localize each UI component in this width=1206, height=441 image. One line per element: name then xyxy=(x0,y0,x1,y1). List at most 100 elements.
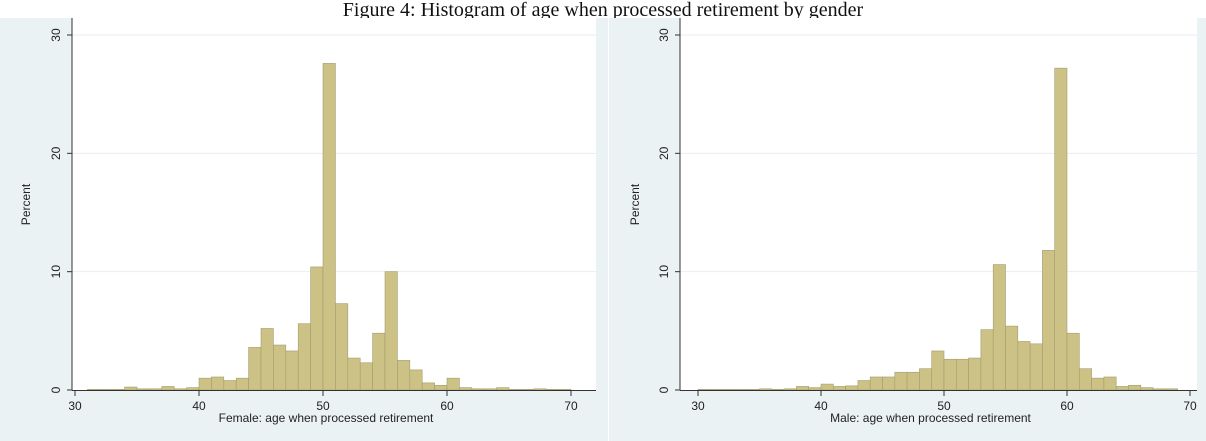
female-bar-42 xyxy=(223,380,237,391)
male-bar-62 xyxy=(1091,377,1105,391)
female-xtick-label-70: 70 xyxy=(564,399,578,413)
female-bar-35 xyxy=(136,388,150,391)
male-xtick-label-40: 40 xyxy=(814,399,828,413)
female-bar-41 xyxy=(211,376,225,391)
male-bar-35 xyxy=(759,388,773,391)
female-bar-55 xyxy=(384,271,398,391)
female-xtick-label-50: 50 xyxy=(316,399,330,413)
female-bar-46 xyxy=(273,344,287,391)
female-histogram-panel: 0 10 20 30 30 40 50 60 70 Female: age when proces… xyxy=(0,18,608,441)
female-bar-60 xyxy=(446,377,460,391)
female-bar-64 xyxy=(496,387,510,391)
female-bar-63 xyxy=(483,388,497,391)
female-bar-61 xyxy=(459,387,473,391)
female-bar-65 xyxy=(508,389,522,391)
female-bar-66 xyxy=(521,389,535,391)
female-bar-69 xyxy=(558,389,572,391)
female-bar-34 xyxy=(124,386,138,391)
male-bar-32 xyxy=(722,389,736,391)
male-ytick-label-30: 30 xyxy=(657,28,671,42)
male-bar-43 xyxy=(857,380,871,391)
male-ytick-label-20: 20 xyxy=(657,146,671,160)
female-histogram-chart: 0 10 20 30 30 40 50 60 70 Female: age when proces… xyxy=(0,18,608,441)
female-bar-31 xyxy=(87,389,101,391)
female-bar-68 xyxy=(545,389,559,391)
female-bar-37 xyxy=(161,386,175,391)
male-bar-36 xyxy=(771,389,785,391)
male-xtick-label-60: 60 xyxy=(1060,399,1074,413)
male-x-axis-title: Male: age when processed retirement xyxy=(830,411,1031,425)
male-xtick-label-70: 70 xyxy=(1183,399,1197,413)
male-ytick-label-0: 0 xyxy=(657,386,671,393)
male-bar-39 xyxy=(808,387,822,391)
female-bar-62 xyxy=(471,388,485,391)
male-bar-38 xyxy=(796,386,809,391)
female-bar-36 xyxy=(149,388,163,391)
male-bar-34 xyxy=(746,389,760,391)
female-bar-40 xyxy=(198,377,212,391)
male-bar-42 xyxy=(845,385,859,391)
female-bar-43 xyxy=(235,377,249,391)
male-bar-61 xyxy=(1078,368,1092,391)
male-bar-54 xyxy=(992,264,1006,391)
female-bar-33 xyxy=(111,389,125,391)
male-bar-44 xyxy=(869,376,883,391)
male-bar-66 xyxy=(1140,387,1154,391)
male-bar-33 xyxy=(734,389,748,391)
male-xtick-label-30: 30 xyxy=(691,399,705,413)
female-bar-44 xyxy=(248,347,262,391)
male-bar-31 xyxy=(710,389,723,391)
female-bar-57 xyxy=(409,369,423,391)
male-bar-47 xyxy=(906,371,920,391)
female-xtick-label-30: 30 xyxy=(68,399,82,413)
male-bar-53 xyxy=(980,329,994,391)
male-ytick-label-10: 10 xyxy=(657,265,671,279)
male-bar-49 xyxy=(931,350,945,391)
female-bar-32 xyxy=(99,389,113,391)
male-bar-51 xyxy=(955,358,969,391)
female-bar-38 xyxy=(173,388,187,391)
female-bar-49 xyxy=(310,266,324,391)
male-bar-64 xyxy=(1115,386,1129,391)
male-bar-56 xyxy=(1017,341,1031,391)
male-histogram-panel: 0 10 20 30 30 40 50 60 70 Male: age when processe… xyxy=(609,18,1206,441)
male-bar-55 xyxy=(1005,325,1019,391)
female-xtick-label-40: 40 xyxy=(192,399,206,413)
male-bar-68 xyxy=(1165,388,1179,391)
female-bar-48 xyxy=(297,323,311,391)
female-ytick-label-0: 0 xyxy=(49,386,63,393)
female-bar-54 xyxy=(372,332,386,391)
female-ytick-label-30: 30 xyxy=(49,28,63,42)
male-bar-41 xyxy=(833,386,846,391)
female-x-axis-title: Female: age when processed retirement xyxy=(219,411,434,425)
female-bar-53 xyxy=(359,362,373,391)
male-bar-63 xyxy=(1103,376,1117,391)
male-bar-60 xyxy=(1066,332,1080,391)
male-bar-59 xyxy=(1054,67,1068,391)
male-bar-46 xyxy=(894,371,908,391)
male-bar-50 xyxy=(943,358,957,391)
male-xtick-label-50: 50 xyxy=(937,399,951,413)
female-bar-45 xyxy=(260,328,274,391)
male-plot-area xyxy=(680,18,1197,390)
female-bar-67 xyxy=(533,388,547,391)
male-bar-40 xyxy=(820,383,834,391)
female-xtick-label-60: 60 xyxy=(440,399,454,413)
male-bar-65 xyxy=(1128,384,1142,391)
male-bar-48 xyxy=(919,368,932,391)
male-bar-45 xyxy=(882,376,896,391)
male-bar-37 xyxy=(783,388,797,391)
female-y-axis-title: Percent xyxy=(19,183,33,225)
female-bar-59 xyxy=(434,384,448,391)
female-bar-52 xyxy=(347,357,361,391)
male-y-axis-title: Percent xyxy=(628,183,642,225)
female-bar-47 xyxy=(285,350,299,391)
male-bar-67 xyxy=(1152,388,1166,391)
female-bar-56 xyxy=(397,360,411,391)
male-histogram-chart: 0 10 20 30 30 40 50 60 70 Male: age when processe… xyxy=(609,18,1206,441)
female-bar-50 xyxy=(322,63,336,391)
female-bar-58 xyxy=(421,382,435,391)
male-bar-58 xyxy=(1042,250,1055,391)
female-bar-39 xyxy=(186,387,200,391)
male-bar-52 xyxy=(968,357,982,391)
